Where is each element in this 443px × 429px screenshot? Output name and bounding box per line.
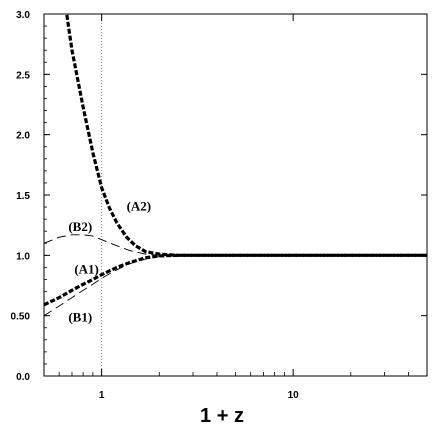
series-line-a1 (44, 253, 427, 307)
y-tick-label: 2.5 (16, 70, 30, 81)
x-tick-label: 1 (99, 390, 105, 401)
curve-label-b1: (B1) (68, 310, 92, 325)
y-tick-label: 0.0 (16, 372, 30, 383)
curve-label-a2: (A2) (127, 199, 152, 214)
x-axis-title: 1 + z (200, 405, 244, 427)
curve-label-a1: (A1) (74, 261, 99, 276)
series-line-b1 (44, 254, 427, 317)
y-tick-label: 3.0 (16, 10, 30, 21)
x-tick-label: 10 (288, 390, 300, 401)
y-tick-label: 2.0 (16, 131, 30, 142)
curve-label-b2: (B2) (68, 219, 92, 234)
series-line-a2 (65, 14, 427, 257)
y-tick-label: 1.5 (16, 191, 30, 202)
y-tick-label: 0.50 (11, 312, 31, 323)
y-tick-label: 1.0 (16, 251, 30, 262)
